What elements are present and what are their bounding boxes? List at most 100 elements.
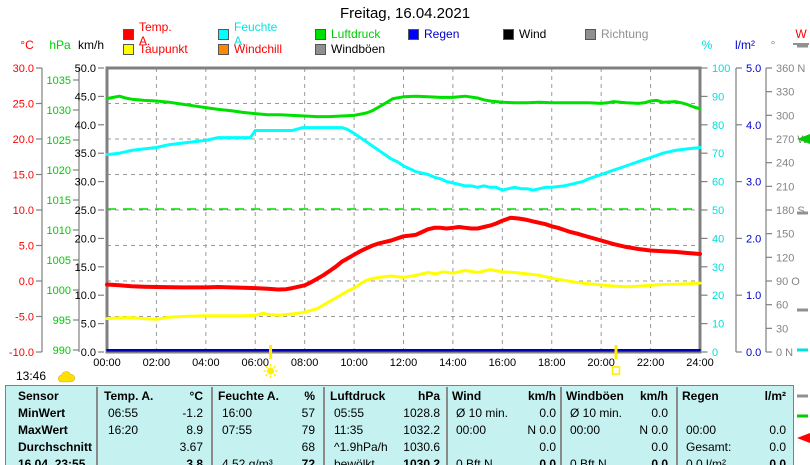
legend-label: Feuchte A. [234, 20, 278, 48]
axis-tick-label: 25.0 [75, 205, 96, 217]
axis-tick-label: 1015 [47, 195, 71, 207]
axis-tick-label: 1000 [47, 285, 71, 297]
table-cell-value: 1030.6 [403, 440, 440, 454]
axis-tick-label: 30.0 [75, 177, 96, 189]
taupunkt-curve [105, 268, 702, 321]
table-cell-value: 8.9 [186, 423, 203, 437]
legend-label: Windchill [234, 42, 283, 56]
legend-item-wind: Wind [503, 27, 546, 41]
table-header-name: Luftdruck [330, 389, 386, 403]
table-cell-value: 1028.8 [403, 406, 440, 420]
table-cell-value: 1030.2 [403, 457, 440, 465]
table-cell-time: bewölkt [334, 457, 375, 465]
table-cell-time: 05:55 [334, 406, 365, 420]
table-cell-value: 0.0 [539, 457, 556, 465]
edge-marker-arrow [797, 134, 810, 144]
axis-tick-label: 5.0 [81, 319, 96, 331]
table-cell-value: 68 [301, 440, 315, 454]
axis-tick-label: 10 [712, 319, 724, 331]
axis-tick-label: 45.0 [75, 91, 96, 103]
legend-label: Regen [424, 27, 460, 41]
table-row-label: Durchschnitt [18, 440, 93, 454]
table-cell-value: N 0.0 [639, 423, 668, 437]
axis-tick-label: 990 [53, 345, 71, 357]
axis-tick-label: 4.0 [746, 120, 761, 132]
axis-tick-label: 30 [776, 323, 788, 335]
table-cell-value: 0.0 [651, 457, 668, 465]
axis-tick-label: 70 [712, 148, 724, 160]
axis-tick-label: 50 [712, 205, 724, 217]
sun-ray [265, 373, 268, 377]
legend-label: Windböen [331, 42, 386, 56]
plot-frame [105, 66, 702, 354]
table-cell-time: 00:00 [456, 423, 487, 437]
axis-tick-label: 15.0 [75, 262, 96, 274]
table-header-name: Feuchte A. [218, 389, 279, 403]
table-cell-value: 3.8 [186, 457, 203, 465]
x-axis-label: 08:00 [291, 357, 319, 369]
axis-tick-label: 90 O [776, 276, 800, 288]
temp-a--curve [105, 215, 702, 292]
axis-tick-label: 330 [776, 87, 794, 99]
x-axis-label: 02:00 [143, 357, 171, 369]
axis-tick-label: 120 [776, 252, 794, 264]
legend-item-regen: Regen [408, 27, 460, 41]
table-cell-time: 16:00 [222, 406, 253, 420]
table-cell-time: 00:00 [686, 423, 717, 437]
legend-label: Taupunkt [139, 42, 188, 56]
table-cell-value: 57 [301, 406, 315, 420]
sunset-tick [614, 345, 618, 359]
table-background [5, 385, 794, 465]
legend-swatch [585, 28, 596, 40]
legend-swatch [218, 43, 229, 55]
table-cell-time: 0 Bft N [570, 457, 607, 465]
legend-swatch [123, 28, 134, 40]
table-row-label: 16.04. 23:55 [18, 457, 86, 465]
table-cell-time: 0.0 l/m² [686, 457, 727, 465]
axis-tick-label: 5.0 [19, 241, 34, 253]
axis-tick-label: 10.0 [13, 205, 34, 217]
table-cell-value: N 0.0 [527, 423, 556, 437]
axis-tick-label: 150 [776, 229, 794, 241]
axis-tick-label: 0.0 [746, 347, 761, 359]
table-column-separator [96, 387, 98, 465]
table-column-separator [211, 387, 213, 465]
x-axis-label: 20:00 [587, 357, 615, 369]
axis-tick-label: 20.0 [13, 134, 34, 146]
axis-tick-label: 995 [53, 315, 71, 327]
x-axis-label: 14:00 [439, 357, 467, 369]
table-cell-time: 06:55 [108, 406, 139, 420]
axis-tick-label: 1020 [47, 165, 71, 177]
x-axis-label: 00:00 [93, 357, 121, 369]
table-header-unit: hPa [417, 389, 440, 403]
table-header-unit: l/m² [764, 389, 786, 403]
axis-tick-label: 30.0 [13, 63, 34, 75]
status-time: 13:46 [16, 369, 47, 383]
sun-ray [273, 365, 277, 369]
axis-tick-label: 40 [712, 233, 724, 245]
axis-unit-kmh: km/h [77, 38, 104, 52]
table-cell-time: 00:00 [570, 423, 601, 437]
axis-tick-label: 50.0 [75, 63, 96, 75]
cloud-icon [58, 371, 75, 383]
table-cell-time: 07:55 [222, 423, 253, 437]
legend-swatch [123, 43, 134, 55]
x-axis-label: 18:00 [538, 357, 566, 369]
legend-swatch [315, 28, 326, 40]
table-header-name: Wind [452, 389, 482, 403]
legend-swatch [315, 43, 326, 55]
legend-label: Luftdruck [331, 27, 381, 41]
axis-tick-label: 60 [712, 177, 724, 189]
axis-tick-label: 1035 [47, 75, 71, 87]
legend-label: Richtung [601, 27, 649, 41]
table-cell-time: Ø 10 min. [570, 406, 623, 420]
edge-marker-dash [797, 308, 808, 312]
axis-tick-label: -10.0 [9, 347, 34, 359]
edge-marker-dash [797, 348, 808, 352]
table-row-label: MinWert [18, 406, 66, 420]
sunset-square-icon [611, 366, 621, 375]
table-header-unit: °C [189, 389, 203, 403]
x-axis-label: 10:00 [340, 357, 368, 369]
